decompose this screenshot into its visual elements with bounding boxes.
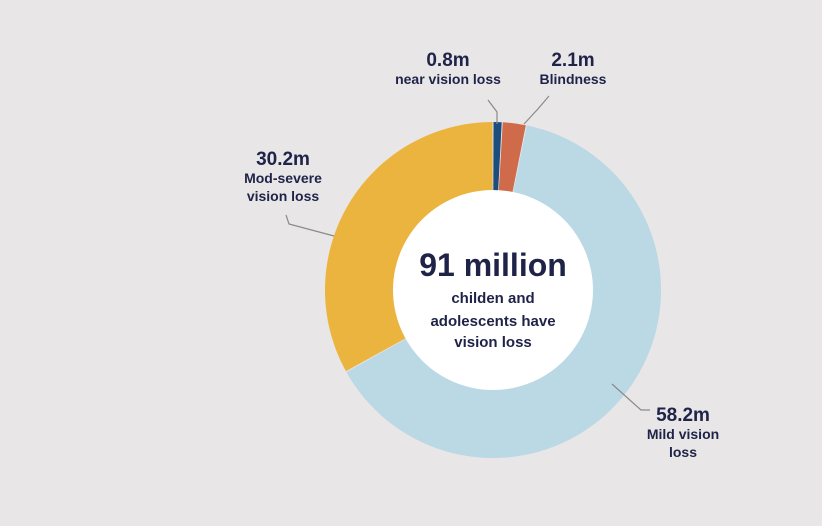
leader-line-mod-severe-vision-loss (285, 214, 335, 237)
leader-lines (285, 95, 650, 411)
slice-category-label: vision loss (247, 188, 320, 204)
slice-value-label: 0.8m (426, 50, 469, 71)
slice-category-label: near vision loss (395, 71, 501, 87)
leader-line-near-vision-loss (487, 99, 498, 124)
leader-line-mild-vision-loss (611, 383, 650, 411)
slice-category-label: Mild vision (647, 426, 719, 442)
slice-value-label: 58.2m (656, 405, 710, 426)
slice-category-label: Blindness (540, 71, 607, 87)
center-line-2: adolescents have (430, 313, 555, 330)
donut-hole (393, 190, 593, 390)
slice-value-label: 30.2m (256, 149, 310, 170)
slice-category-label: loss (669, 444, 697, 460)
center-value: 91 million (419, 247, 567, 283)
leader-line-blindness (523, 95, 550, 125)
center-label: 91 million childen and adolescents have … (419, 247, 567, 351)
slice-value-label: 2.1m (551, 50, 594, 71)
center-line-3: vision loss (454, 334, 532, 351)
center-line-1: childen and (451, 290, 534, 307)
slice-category-label: Mod-severe (244, 170, 322, 186)
